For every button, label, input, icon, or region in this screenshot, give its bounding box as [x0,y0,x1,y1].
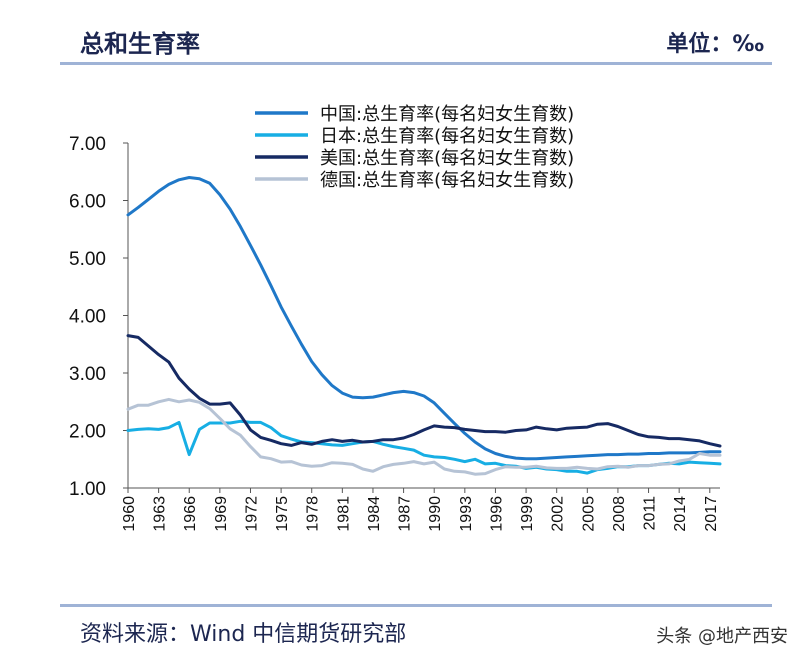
bottom-divider [60,604,772,607]
y-tick-label: 2.00 [69,422,106,443]
x-tick-label: 2008 [611,496,628,532]
legend-label-1: 日本:总生育率(每名妇女生育数) [320,126,574,147]
x-tick-label: 1966 [182,496,199,532]
y-tick-label: 1.00 [69,479,106,500]
watermark: 头条 @地产西安 [656,626,788,647]
unit-label: 单位：‰ [666,32,764,57]
x-tick-label: 1975 [274,496,291,532]
y-tick-label: 6.00 [69,192,106,213]
y-tick-label: 4.00 [69,307,106,328]
x-tick-label: 1960 [121,496,138,532]
series-line-2 [126,334,722,448]
series-line-0 [126,176,722,461]
legend-label-2: 美国:总生育率(每名妇女生育数) [320,148,574,169]
x-tick-label: 2002 [550,496,567,532]
x-tick-label: 1996 [488,496,505,532]
x-tick-label: 1963 [152,496,169,532]
x-tick-label: 2017 [703,496,720,532]
x-tick-label: 1978 [305,496,322,532]
x-tick-label: 1984 [366,496,383,532]
series-line-3 [126,397,722,476]
x-tick-label: 1990 [427,496,444,532]
x-tick-label: 2014 [672,496,689,532]
x-tick-label: 1981 [335,496,352,532]
x-tick-label: 1969 [213,496,230,532]
legend-label-0: 中国:总生育率(每名妇女生育数) [320,104,574,125]
x-tick-label: 2005 [580,496,597,532]
x-tick-label: 1987 [397,496,414,532]
top-divider [60,62,772,65]
y-tick-label: 5.00 [69,249,106,270]
x-tick-label: 2011 [642,496,659,531]
x-tick-label: 1993 [458,496,475,532]
y-tick-label: 3.00 [69,364,106,385]
source-note: 资料来源：Wind 中信期货研究部 [80,622,407,647]
page-title: 总和生育率 [80,30,200,58]
x-tick-label: 1999 [519,496,536,532]
x-tick-label: 1972 [243,496,260,532]
legend-label-3: 德国:总生育率(每名妇女生育数) [320,170,574,191]
y-tick-label: 7.00 [69,134,106,155]
